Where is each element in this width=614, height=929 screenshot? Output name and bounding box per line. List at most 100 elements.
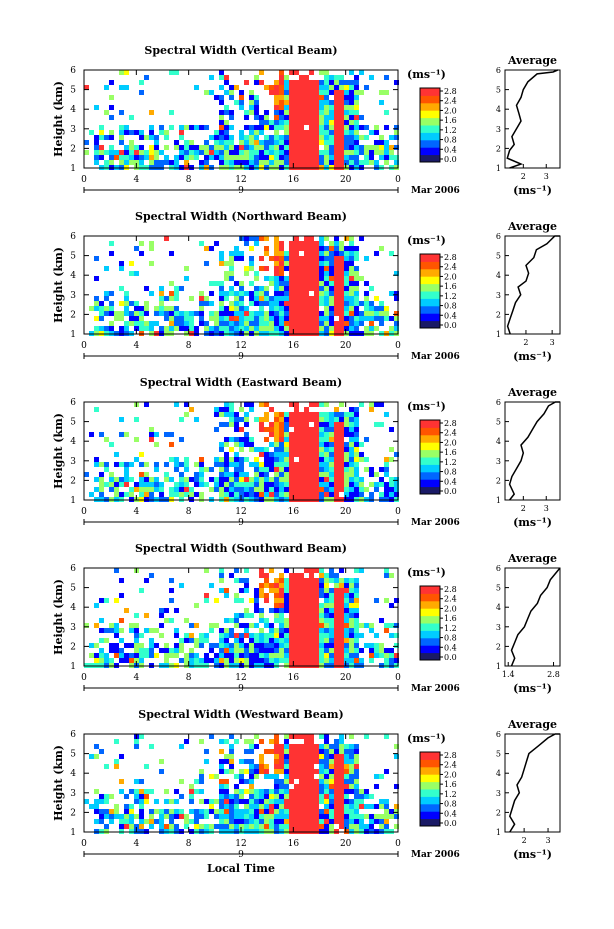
heatmap-cell bbox=[304, 241, 309, 246]
heatmap-cell bbox=[349, 593, 354, 598]
heatmap-cell bbox=[109, 472, 114, 477]
colorbar-swatch bbox=[420, 457, 440, 465]
heatmap-cell bbox=[204, 598, 209, 603]
heatmap-cell bbox=[319, 452, 324, 457]
heatmap-cell bbox=[304, 417, 309, 422]
heatmap-cell bbox=[294, 266, 299, 271]
heatmap-cell bbox=[379, 618, 384, 623]
heatmap-cell bbox=[299, 266, 304, 271]
heatmap-cell bbox=[289, 618, 294, 623]
heatmap-cell bbox=[324, 809, 329, 814]
heatmap-cell bbox=[329, 759, 334, 764]
heatmap-cell bbox=[349, 598, 354, 603]
heatmap-cell bbox=[344, 633, 349, 638]
heatmap-cell bbox=[349, 638, 354, 643]
heatmap-cell bbox=[279, 492, 284, 497]
heatmap-cell bbox=[289, 246, 294, 251]
heatmap-cell bbox=[269, 568, 274, 573]
heatmap-cell bbox=[219, 799, 224, 804]
heatmap-cell bbox=[214, 653, 219, 658]
heatmap-cell bbox=[314, 417, 319, 422]
heatmap-cell bbox=[334, 150, 339, 155]
heatmap-cell bbox=[359, 623, 364, 628]
heatmap-cell bbox=[279, 321, 284, 326]
heatmap-cell bbox=[219, 291, 224, 296]
heatmap-cell bbox=[329, 749, 334, 754]
heatmap-cell bbox=[329, 819, 334, 824]
heatmap-cell bbox=[269, 628, 274, 633]
heatmap-cell bbox=[174, 487, 179, 492]
heatmap-cell bbox=[169, 653, 174, 658]
heatmap-cell bbox=[269, 789, 274, 794]
y-tick-label: 4 bbox=[70, 769, 76, 779]
heatmap-cell bbox=[169, 316, 174, 321]
heatmap-cell bbox=[369, 306, 374, 311]
heatmap-cell bbox=[164, 653, 169, 658]
heatmap-cell bbox=[294, 814, 299, 819]
heatmap-cell bbox=[229, 487, 234, 492]
heatmap-cell bbox=[284, 734, 289, 739]
heatmap-cell bbox=[249, 794, 254, 799]
heatmap-cell bbox=[324, 271, 329, 276]
heatmap-cell bbox=[344, 578, 349, 583]
heatmap-cell bbox=[354, 120, 359, 125]
heatmap-cell bbox=[174, 326, 179, 331]
heatmap-cell bbox=[354, 130, 359, 135]
heatmap-cell bbox=[374, 140, 379, 145]
heatmap-cell bbox=[284, 115, 289, 120]
heatmap-cell bbox=[344, 764, 349, 769]
heatmap-cell bbox=[339, 85, 344, 90]
heatmap-cell bbox=[144, 764, 149, 769]
heatmap-cell bbox=[219, 749, 224, 754]
colorbar-frame bbox=[419, 751, 441, 827]
heatmap-cell bbox=[334, 422, 339, 427]
heatmap-cell bbox=[349, 85, 354, 90]
y-tick-label: 6 bbox=[70, 730, 76, 740]
heatmap-cell bbox=[279, 789, 284, 794]
heatmap-cell bbox=[324, 326, 329, 331]
heatmap-cell bbox=[314, 492, 319, 497]
heatmap-cell bbox=[224, 819, 229, 824]
y-axis-label: Height (km) bbox=[52, 247, 65, 323]
heatmap-cell bbox=[319, 814, 324, 819]
heatmap-cell bbox=[114, 739, 119, 744]
heatmap-cell bbox=[244, 739, 249, 744]
heatmap-cell bbox=[124, 296, 129, 301]
heatmap-cell bbox=[299, 140, 304, 145]
heatmap-cell bbox=[174, 291, 179, 296]
heatmap-cell bbox=[209, 150, 214, 155]
heatmap-cell bbox=[204, 824, 209, 829]
heatmap-cell bbox=[104, 311, 109, 316]
heatmap-cell bbox=[334, 477, 339, 482]
heatmap-cell bbox=[249, 477, 254, 482]
heatmap-cell bbox=[269, 799, 274, 804]
heatmap-cell bbox=[99, 598, 104, 603]
heatmap-cell bbox=[299, 75, 304, 80]
heatmap-cell bbox=[169, 809, 174, 814]
heatmap-cell bbox=[274, 754, 279, 759]
heatmap-cell bbox=[284, 482, 289, 487]
heatmap-cell bbox=[274, 734, 279, 739]
heatmap-cell bbox=[259, 628, 264, 633]
heatmap-cell bbox=[189, 784, 194, 789]
heatmap-cell bbox=[274, 789, 279, 794]
heatmap-cell bbox=[184, 467, 189, 472]
heatmap-cell bbox=[354, 110, 359, 115]
heatmap-cell bbox=[339, 583, 344, 588]
heatmap-cell bbox=[259, 739, 264, 744]
heatmap-cell bbox=[329, 779, 334, 784]
heatmap-cell bbox=[354, 754, 359, 759]
heatmap-cell bbox=[379, 774, 384, 779]
heatmap-cell bbox=[249, 648, 254, 653]
heatmap-cell bbox=[374, 422, 379, 427]
heatmap-cell bbox=[314, 261, 319, 266]
heatmap-cell bbox=[394, 125, 399, 130]
heatmap-cell bbox=[249, 764, 254, 769]
heatmap-cell bbox=[294, 145, 299, 150]
heatmap-cells bbox=[84, 568, 399, 668]
heatmap-cell bbox=[394, 291, 399, 296]
heatmap-cell bbox=[389, 447, 394, 452]
heatmap-cell bbox=[144, 402, 149, 407]
heatmap-cell bbox=[129, 316, 134, 321]
heatmap-cell bbox=[94, 407, 99, 412]
